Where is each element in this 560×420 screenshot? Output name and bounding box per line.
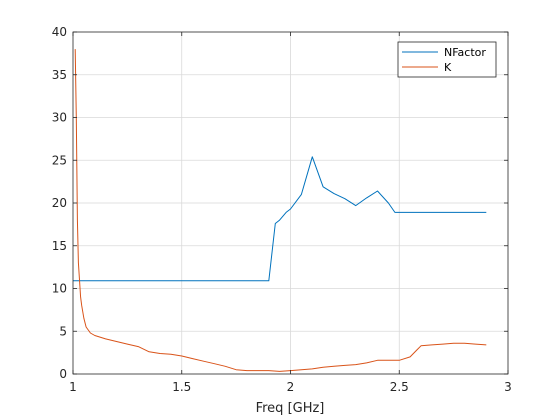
x-tick-label: 2.5: [390, 380, 409, 394]
x-axis-title: Freq [GHz]: [256, 401, 325, 416]
legend-label-k: K: [444, 61, 452, 74]
y-tick-label: 10: [52, 282, 67, 296]
x-tick-label: 1.5: [172, 380, 191, 394]
series-line-k: [74, 49, 487, 372]
y-tick-label: 5: [59, 324, 67, 338]
y-tick-label: 30: [52, 111, 67, 125]
legend-box: [397, 41, 497, 78]
y-tick-label: 15: [52, 239, 67, 253]
ticks: [72, 31, 509, 375]
legend: NFactor K: [397, 41, 497, 78]
y-tick-label: 25: [52, 153, 67, 167]
legend-label-nfactor: NFactor: [444, 46, 486, 59]
y-tick-label: 35: [52, 68, 67, 82]
y-tick-label: 40: [52, 25, 67, 39]
x-tick-label: 3: [504, 380, 512, 394]
series-line-nfactor: [73, 156, 487, 282]
x-tick-label: 1: [69, 380, 77, 394]
series-lines: [73, 49, 487, 372]
x-tick-label: 2: [287, 380, 295, 394]
y-tick-label: 20: [52, 196, 67, 210]
y-tick-label: 0: [59, 367, 67, 381]
